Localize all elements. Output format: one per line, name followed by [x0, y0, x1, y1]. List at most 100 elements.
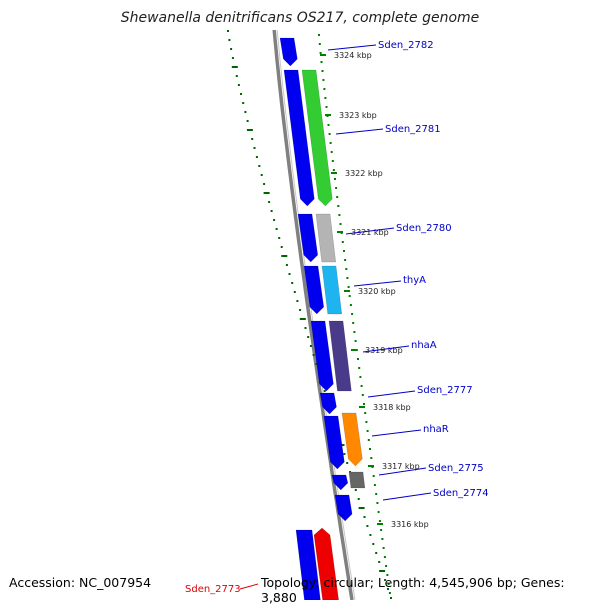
tick-mark — [231, 66, 238, 68]
tick-mark — [321, 70, 324, 72]
tick-mark — [336, 196, 339, 198]
tick-mark — [358, 367, 361, 369]
tick-mark — [375, 493, 378, 495]
tick-mark — [347, 286, 350, 288]
tick-mark — [372, 543, 375, 545]
gene-label: Sden_2775 — [428, 463, 484, 474]
tick-mark — [332, 169, 335, 171]
tick-mark — [324, 97, 327, 99]
gene-arrow — [323, 415, 345, 470]
tick-mark — [325, 106, 328, 108]
tick-mark — [299, 318, 306, 320]
tick-mark — [361, 394, 364, 396]
tick-mark — [375, 552, 378, 554]
gene-arrow — [315, 213, 337, 263]
gene-arrow — [334, 494, 353, 522]
map-title: Shewanella denitrificans OS217, complete… — [120, 10, 480, 26]
label-leader-line — [345, 227, 395, 235]
tick-mark — [341, 241, 344, 243]
tick-mark — [319, 52, 322, 54]
tick-mark — [351, 313, 354, 315]
gene-arrow — [328, 320, 352, 392]
tick-mark — [288, 273, 291, 275]
tick-mark — [381, 538, 384, 540]
tick-mark — [275, 228, 278, 230]
tick-mark — [354, 340, 357, 342]
tick-mark — [383, 556, 386, 558]
tick-mark — [322, 79, 325, 81]
label-leader-line — [371, 429, 422, 437]
gene-label: Sden_2777 — [417, 385, 473, 396]
tick-mark — [296, 300, 299, 302]
tick-mark — [334, 178, 336, 180]
tick-mark — [385, 565, 388, 567]
label-leader-line — [327, 44, 377, 51]
tick-mark — [359, 376, 362, 378]
tick-mark — [280, 246, 283, 248]
tick-mark — [364, 412, 367, 414]
genome-summary: Topology: circular; Length: 4,545,906 bp… — [261, 575, 565, 605]
tick-mark — [373, 484, 376, 486]
gene-label: nhaR — [423, 424, 449, 435]
kbp-label: 3321 kbp — [351, 228, 389, 237]
tick-mark — [366, 430, 369, 432]
gene-label: Sden_2781 — [385, 124, 441, 135]
gene-arrow — [319, 392, 337, 415]
tick-mark — [369, 448, 371, 450]
gene-label: Sden_2780 — [396, 223, 452, 234]
tick-mark — [387, 583, 390, 585]
tick-mark — [378, 561, 381, 563]
tick-mark — [244, 111, 247, 113]
gene-arrow — [313, 527, 339, 600]
kbp-label: 3319 kbp — [365, 346, 403, 355]
tick-mark — [346, 277, 349, 279]
tick-mark — [263, 183, 266, 185]
kbp-label: 3316 kbp — [391, 520, 429, 529]
tick-mark — [384, 579, 387, 581]
tick-mark — [270, 210, 273, 212]
tick-mark — [312, 354, 315, 356]
tick-mark — [363, 516, 366, 518]
gene-label: nhaA — [411, 340, 437, 351]
tick-mark — [327, 124, 330, 126]
tick-mark — [320, 61, 323, 63]
gene-arrow — [348, 471, 366, 489]
gene-arrow — [321, 265, 343, 315]
tick-mark — [299, 309, 302, 311]
tick-mark — [343, 453, 346, 455]
tick-mark — [335, 187, 338, 189]
tick-mark — [318, 43, 321, 45]
tick-mark — [285, 264, 288, 266]
label-leader-line — [335, 128, 384, 135]
tick-mark — [268, 201, 271, 203]
tick-mark — [378, 520, 381, 522]
tick-mark — [278, 237, 281, 239]
accession-label: Accession: NC_007954 — [9, 575, 152, 590]
tick-mark — [346, 462, 349, 464]
tick-mark — [357, 498, 360, 500]
tick-mark — [246, 120, 249, 122]
right-tick-track — [318, 34, 391, 594]
tick-mark — [293, 291, 296, 293]
tick-mark — [337, 205, 340, 207]
tick-mark — [377, 511, 380, 513]
gene-label: Sden_2773 — [185, 584, 241, 595]
tick-mark — [235, 75, 238, 77]
tick-mark — [330, 151, 333, 153]
tick-mark — [228, 39, 231, 41]
gene-label: Sden_2782 — [378, 40, 434, 51]
gene-arrow — [341, 412, 363, 467]
tick-mark — [230, 48, 233, 50]
tick-mark — [331, 160, 334, 162]
tick-mark — [382, 547, 385, 549]
tick-mark — [318, 34, 320, 36]
tick-mark — [387, 588, 389, 590]
gene-arrow — [310, 320, 334, 392]
tick-mark — [357, 358, 359, 360]
tick-mark — [388, 592, 391, 594]
tick-mark — [263, 192, 270, 194]
tick-mark — [237, 84, 240, 86]
tick-mark — [253, 147, 256, 149]
tick-mark — [231, 57, 234, 59]
tick-mark — [309, 345, 312, 347]
